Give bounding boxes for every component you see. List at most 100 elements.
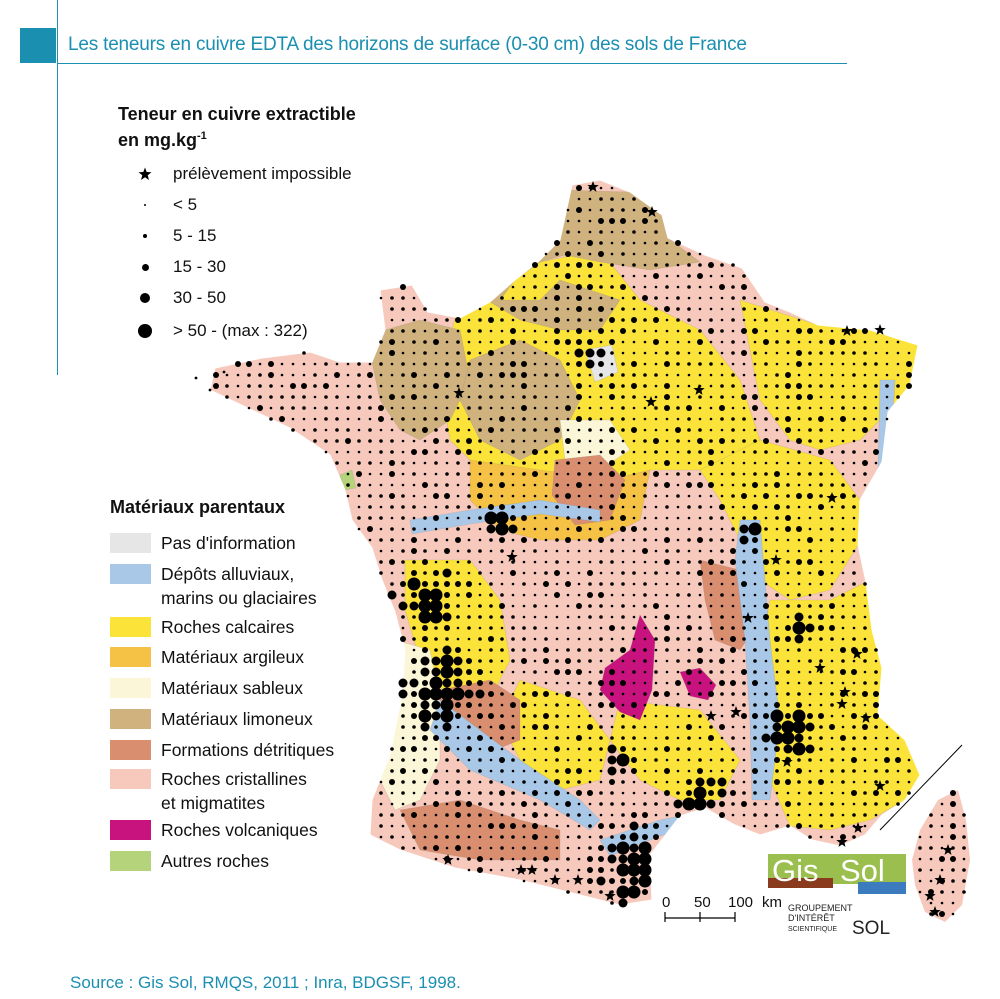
sample-dot [940, 868, 944, 872]
sample-dot [456, 780, 460, 784]
sample-dot [654, 285, 658, 289]
sample-dot [588, 769, 592, 773]
sample-dot [411, 691, 417, 697]
sample-dot [610, 868, 614, 872]
sample-dot [753, 307, 757, 311]
sample-dot [609, 823, 615, 829]
sample-dot [456, 824, 460, 828]
sample-dot [533, 736, 537, 740]
material-label: Roches volcaniques [161, 820, 318, 840]
sample-dot [665, 296, 669, 300]
sample-dot [786, 351, 790, 355]
sample-dot [422, 636, 428, 642]
sample-dot [775, 527, 779, 531]
sample-dot [720, 648, 724, 652]
sample-dot [398, 689, 408, 699]
sample-dot [643, 681, 647, 685]
sample-dot [588, 296, 592, 300]
sample-dot [830, 571, 834, 575]
sample-dot [731, 615, 735, 619]
sample-dot [665, 417, 669, 421]
sample-dot [302, 428, 306, 432]
sample-dot [442, 678, 452, 688]
sample-dot [731, 340, 735, 344]
sample-dot [852, 615, 856, 619]
sample-dot [676, 604, 680, 608]
impossible-sample-star [851, 648, 863, 659]
sample-dot [577, 758, 581, 762]
sample-dot [390, 329, 394, 333]
material-label: Pas d'information [161, 533, 296, 553]
sample-dot [808, 780, 812, 784]
sample-dot [753, 626, 757, 630]
legend-label: prélèvement impossible [173, 164, 352, 183]
sample-dot [753, 670, 757, 674]
scale-label-100: 100 [728, 894, 754, 911]
sample-dot [896, 373, 900, 377]
sample-dot [599, 582, 603, 586]
sample-dot [587, 878, 593, 884]
sample-dot [874, 736, 878, 740]
sample-dot [453, 678, 463, 688]
sample-dot [621, 428, 625, 432]
sample-dot [885, 362, 889, 366]
sample-dot [587, 339, 593, 345]
sample-dot [786, 472, 790, 476]
sample-dot [522, 582, 526, 586]
sample-dot [543, 647, 549, 653]
impossible-sample-star [549, 874, 561, 885]
sample-dot [566, 219, 570, 223]
sample-dot [792, 742, 806, 756]
sample-dot [598, 251, 604, 257]
sample-dot [753, 571, 757, 575]
sample-dot [830, 362, 834, 366]
sample-dot [511, 868, 515, 872]
sample-dot [632, 329, 636, 333]
sample-dot [775, 340, 779, 344]
sample-dot [499, 482, 505, 488]
impossible-sample-star [826, 492, 838, 503]
sample-dot [709, 351, 713, 355]
sample-dot [467, 615, 471, 619]
sample-dot [499, 603, 505, 609]
sample-dot [720, 263, 724, 267]
sample-dot [401, 560, 405, 564]
sample-dot [874, 417, 878, 421]
sample-dot [764, 527, 768, 531]
sample-dot [698, 395, 702, 399]
sample-dot [456, 384, 460, 388]
sample-dot [412, 835, 416, 839]
sample-dot [577, 274, 581, 278]
sample-dot [565, 669, 571, 675]
sample-dot [434, 362, 438, 366]
sample-dot [874, 406, 878, 410]
sample-dot [742, 318, 746, 322]
sample-dot [764, 670, 768, 674]
sample-dot [796, 350, 802, 356]
sample-dot [445, 450, 449, 454]
sample-dot [643, 725, 647, 729]
sample-dot [379, 483, 383, 487]
sample-dot [874, 802, 878, 806]
sample-dot [742, 813, 746, 817]
sample-dot [577, 714, 581, 718]
sample-dot [588, 648, 592, 652]
sample-dot [588, 472, 592, 476]
sample-dot [390, 373, 394, 377]
logo-line1: GROUPEMENT [788, 903, 853, 913]
sample-dot [477, 482, 483, 488]
sample-dot [555, 527, 559, 531]
sample-dot [607, 854, 617, 864]
sample-dot [962, 813, 966, 817]
sample-dot [841, 813, 845, 817]
sample-dot [698, 527, 702, 531]
sample-dot [863, 615, 867, 619]
sample-dot [598, 306, 604, 312]
sample-dot [818, 625, 824, 631]
sample-dot [599, 692, 603, 696]
sample-dot [709, 285, 713, 289]
sample-dot [830, 505, 834, 509]
sample-dot [852, 747, 856, 751]
sample-dot [896, 736, 900, 740]
sample-dot [852, 439, 856, 443]
